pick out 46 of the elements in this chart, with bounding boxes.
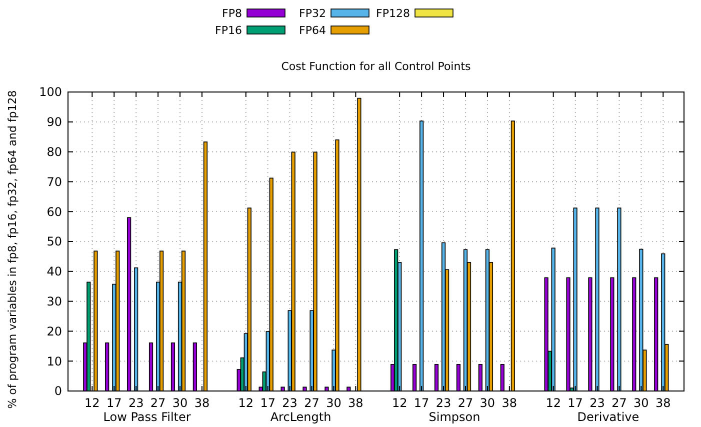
text: ArcLength (270, 410, 332, 424)
x-tick-label: 17 (568, 396, 583, 410)
x-tick-label: 38 (348, 396, 364, 410)
y-tick-label: 40 (46, 264, 62, 279)
x-tick-label: 23 (282, 396, 298, 410)
x-tick-label: 27 (458, 396, 474, 410)
legend-label: FP16 (215, 24, 242, 37)
text: Simpson (428, 410, 480, 424)
x-tick-label: 23 (128, 396, 144, 410)
chart-title: Cost Function for all Control Points (281, 60, 472, 73)
x-tick-label: 38 (655, 396, 671, 410)
text: Derivative (577, 410, 640, 424)
x-tick-label: 23 (436, 396, 452, 410)
x-tick-label: 30 (326, 396, 342, 410)
x-tick-label: 12 (84, 396, 100, 410)
y-tick-label: 70 (46, 174, 62, 189)
x-tick-label: 30 (634, 396, 649, 410)
legend-label: FP8 (222, 6, 242, 20)
x-tick-label: 17 (260, 396, 276, 410)
y-tick-label: 60 (46, 204, 62, 219)
x-tick-label: 23 (590, 396, 605, 410)
x-tick-label: 27 (612, 396, 627, 410)
x-tick-label: 17 (106, 396, 122, 410)
y-tick-label: 0 (54, 384, 62, 398)
y-axis-title: % of program variables in fp8, fp16, fp32, fp64 and fp128 (6, 90, 19, 409)
x-tick-label: 27 (150, 396, 166, 410)
y-tick-label: 20 (46, 324, 62, 338)
x-tick-label: 12 (546, 396, 561, 410)
text: Low Pass Filter (103, 410, 191, 424)
y-tick-label: 80 (46, 145, 62, 159)
x-tick-label: 12 (238, 396, 254, 410)
y-tick-label: 30 (46, 294, 62, 308)
x-tick-label: 12 (392, 396, 408, 410)
x-tick-label: 17 (414, 396, 430, 410)
y-tick-label: 100 (39, 85, 62, 100)
x-tick-label: 30 (480, 396, 496, 410)
y-tick-label: 90 (46, 115, 62, 130)
legend-label: FP128 (376, 6, 410, 20)
x-tick-label: 27 (304, 396, 320, 410)
x-tick-label: 30 (172, 396, 188, 410)
x-tick-label: 38 (502, 396, 518, 410)
x-tick-label: 38 (194, 396, 210, 410)
y-tick-label: 50 (46, 234, 62, 249)
y-tick-label: 10 (46, 354, 62, 368)
legend-label: FP64 (299, 24, 326, 37)
legend-label: FP32 (299, 6, 326, 20)
